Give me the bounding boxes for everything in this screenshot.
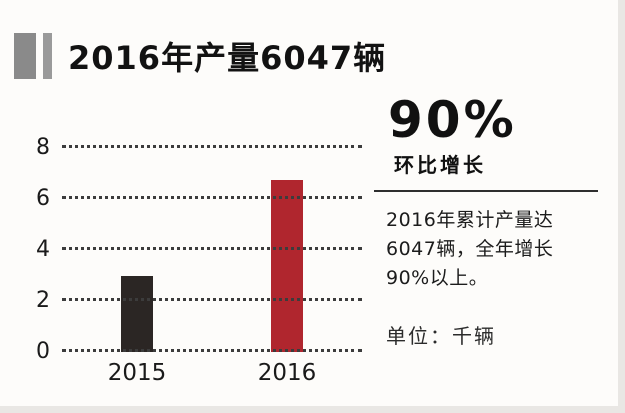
bar-chart: 0 2 4 6 8 2015 2016 — [0, 137, 372, 386]
summary-text: 2016年累计产量达6047辆，全年增长90%以上。 — [386, 208, 554, 290]
unit-label: 单位：千辆 — [386, 323, 496, 348]
growth-percentage: 90% — [388, 91, 517, 149]
y-tick-label-6: 6 — [36, 186, 50, 212]
infographic-card: 2016年产量6047辆 0 2 4 6 8 2015 2016 90% 环比增长 201… — [0, 0, 618, 406]
gridline-4 — [62, 247, 362, 251]
bar-2015 — [121, 275, 153, 352]
decorative-bars-icon — [14, 33, 52, 79]
gridline-2 — [62, 298, 362, 302]
x-axis-labels: 2015 2016 — [62, 360, 362, 386]
decorative-bar-thick — [14, 33, 36, 79]
gridline-0 — [62, 349, 362, 352]
content: 0 2 4 6 8 2015 2016 90% 环比增长 2016年累计产量达6047辆，… — [0, 88, 618, 386]
chart-plot-area: 0 2 4 6 8 — [36, 137, 362, 363]
y-tick-label-2: 2 — [36, 288, 50, 314]
x-tick-label-2016: 2016 — [257, 360, 317, 386]
gridline-6 — [62, 196, 362, 200]
gridline-8 — [62, 145, 362, 149]
chart-bars — [62, 138, 362, 352]
highlight-panel: 90% 环比增长 2016年累计产量达6047辆，全年增长90%以上。 单位：千… — [372, 88, 618, 386]
x-tick-label-2015: 2015 — [107, 360, 167, 386]
y-tick-label-8: 8 — [36, 135, 50, 161]
divider — [374, 189, 598, 192]
bar-2016 — [271, 180, 303, 352]
y-tick-label-0: 0 — [36, 339, 50, 364]
page-title: 2016年产量6047辆 — [68, 39, 387, 77]
y-tick-label-4: 4 — [36, 237, 50, 263]
decorative-bar-thin — [43, 33, 52, 79]
header: 2016年产量6047辆 — [0, 0, 618, 88]
growth-label: 环比增长 — [394, 152, 486, 177]
